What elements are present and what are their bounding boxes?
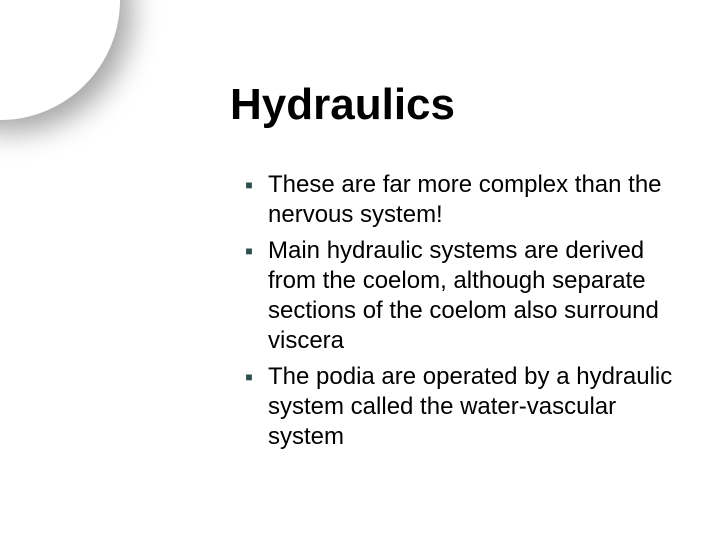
bullet-text: Main hydraulic systems are derived from … <box>268 236 680 356</box>
bullet-icon: ■ <box>230 170 268 200</box>
slide-title: Hydraulics <box>230 80 455 130</box>
bullet-icon: ■ <box>230 236 268 266</box>
bullet-text: The podia are operated by a hydraulic sy… <box>268 362 680 452</box>
corner-decoration <box>0 0 120 120</box>
slide-body: ■ These are far more complex than the ne… <box>230 170 680 458</box>
bullet-item: ■ These are far more complex than the ne… <box>230 170 680 230</box>
bullet-icon: ■ <box>230 362 268 392</box>
bullet-item: ■ Main hydraulic systems are derived fro… <box>230 236 680 356</box>
bullet-text: These are far more complex than the nerv… <box>268 170 680 230</box>
bullet-item: ■ The podia are operated by a hydraulic … <box>230 362 680 452</box>
slide: Hydraulics ■ These are far more complex … <box>0 0 720 540</box>
